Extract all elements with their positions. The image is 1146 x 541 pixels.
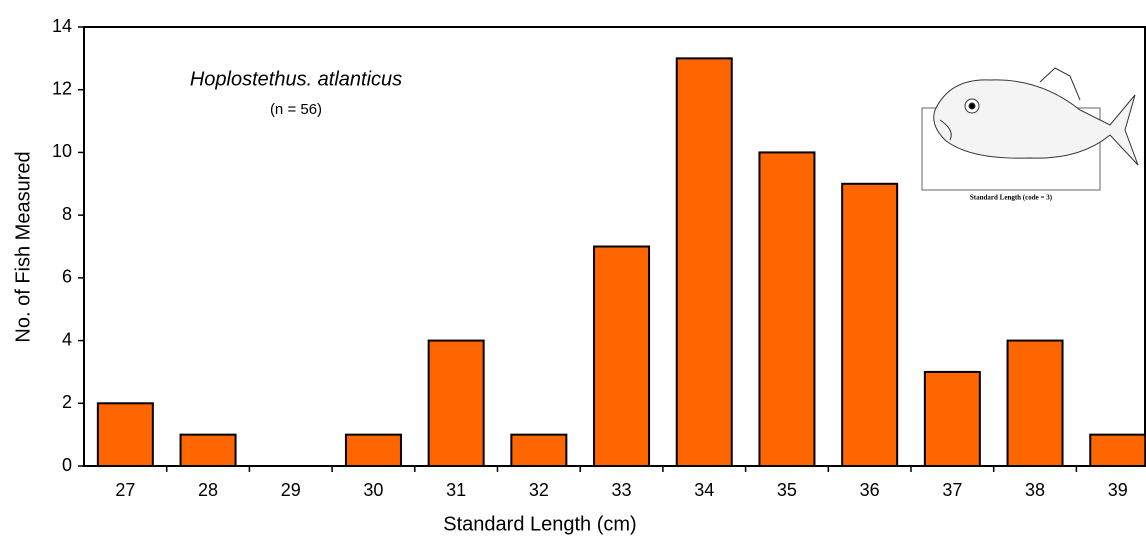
x-axis-label: Standard Length (cm) <box>443 513 636 535</box>
chart-title: Hoplostethus. atlanticus <box>190 68 402 90</box>
y-tick-label: 4 <box>62 329 72 349</box>
y-tick-label: 6 <box>62 267 72 287</box>
bar <box>923 370 981 467</box>
y-tick-label: 10 <box>52 141 72 161</box>
bar <box>675 57 733 467</box>
bar <box>841 182 899 468</box>
x-tick-label: 32 <box>529 480 549 500</box>
x-tick-label: 29 <box>281 480 301 500</box>
bar <box>427 339 485 468</box>
x-tick-label: 31 <box>446 480 466 500</box>
x-tick-label: 37 <box>942 480 962 500</box>
x-tick-label: 38 <box>1025 480 1045 500</box>
x-tick-label: 27 <box>115 480 135 500</box>
chart-subtitle: (n = 56) <box>270 101 322 118</box>
y-tick-label: 14 <box>52 16 72 36</box>
y-tick-label: 0 <box>62 455 72 475</box>
bar <box>179 433 237 467</box>
x-tick-label: 39 <box>1108 480 1128 500</box>
image-caption: Standard Length (code = 3) <box>970 194 1053 202</box>
x-tick-label: 33 <box>612 480 632 500</box>
x-tick-label: 35 <box>777 480 797 500</box>
y-tick-label: 8 <box>62 204 72 224</box>
x-tick-label: 30 <box>363 480 383 500</box>
y-axis-label: No. of Fish Measured <box>12 151 34 342</box>
x-tick-label: 36 <box>860 480 880 500</box>
x-tick-label: 34 <box>694 480 714 500</box>
fish-illustration: Standard Length (code = 3) <box>921 67 1139 202</box>
bar <box>758 151 816 468</box>
bar <box>96 402 154 467</box>
bar <box>1089 433 1146 467</box>
x-tick-label: 28 <box>198 480 218 500</box>
bar <box>344 433 402 467</box>
bar <box>593 245 651 467</box>
bar <box>1006 339 1064 468</box>
y-tick-label: 2 <box>62 392 72 412</box>
y-tick-label: 12 <box>52 78 72 98</box>
bar <box>510 433 568 467</box>
